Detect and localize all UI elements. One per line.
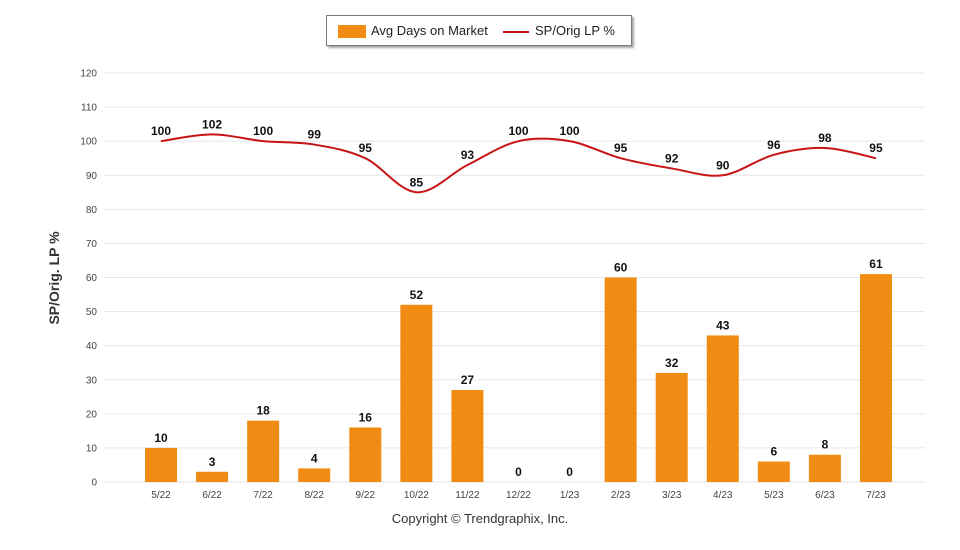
y-tick-labels: 0 10 20 30 40 50 60 70 80 90 100 110 120	[80, 69, 97, 489]
x-tick-label: 4/23	[713, 490, 733, 501]
bar	[298, 468, 330, 482]
x-tick-label: 7/22	[253, 490, 273, 501]
bar	[707, 335, 739, 482]
bar	[605, 278, 637, 483]
legend: Avg Days on Market SP/Orig LP %	[326, 15, 632, 46]
bar	[451, 390, 483, 482]
bar-data-label: 0	[515, 465, 522, 479]
bar-data-label: 8	[822, 438, 829, 452]
bar-data-label: 60	[614, 261, 628, 275]
x-tick-label: 6/23	[815, 490, 835, 501]
bar	[400, 305, 432, 482]
bar	[656, 373, 688, 482]
bar	[809, 455, 841, 482]
bar	[860, 274, 892, 482]
line-data-label: 100	[508, 124, 528, 138]
y-tick-label: 110	[81, 103, 97, 114]
bar-data-label: 27	[461, 373, 475, 387]
bar	[758, 462, 790, 482]
bar-data-label: 10	[154, 431, 168, 445]
bar-data-label: 3	[209, 455, 216, 469]
y-tick-label: 90	[86, 171, 98, 182]
bar-data-label: 4	[311, 451, 318, 465]
line-data-label: 90	[716, 158, 730, 172]
y-tick-label: 40	[86, 341, 98, 352]
x-tick-label: 10/22	[404, 490, 429, 501]
x-tick-label: 2/23	[611, 490, 631, 501]
y-tick-label: 30	[86, 375, 98, 386]
x-tick-label: 5/22	[151, 490, 171, 501]
bar	[349, 427, 381, 482]
bar-data-label: 0	[566, 465, 573, 479]
line-data-label: 92	[665, 151, 679, 165]
x-tick-label: 5/23	[764, 490, 784, 501]
bar	[145, 448, 177, 482]
bar-data-label: 52	[410, 288, 424, 302]
y-tick-label: 20	[86, 409, 98, 420]
x-tick-label: 9/22	[356, 490, 376, 501]
line-data-labels: 100 102 100 99 95 85 93 100 100 95 92 90 96 98 95	[151, 117, 883, 189]
line-data-label: 85	[410, 175, 424, 189]
line-data-label: 95	[614, 141, 628, 155]
y-tick-label: 80	[86, 205, 98, 216]
x-tick-label: 8/22	[304, 490, 324, 501]
copyright-footer: Copyright © Trendgraphix, Inc.	[0, 511, 960, 526]
x-tick-label: 7/23	[866, 490, 886, 501]
chart-plot: 0102030405060708090100110120 10318416522…	[0, 0, 960, 550]
y-tick-label: 10	[86, 443, 98, 454]
y-tick-label: 50	[86, 307, 98, 318]
x-tick-label: 6/22	[202, 490, 222, 501]
legend-line-swatch	[503, 31, 529, 33]
bar-data-label: 43	[716, 318, 730, 332]
legend-bar-swatch	[338, 25, 366, 38]
line-data-label: 98	[818, 131, 832, 145]
y-tick-label: 120	[80, 69, 97, 80]
y-axis-label: SP/Orig. LP %	[46, 231, 62, 324]
legend-line-label: SP/Orig LP %	[535, 23, 615, 38]
y-tick-label: 0	[91, 478, 97, 489]
line-data-label: 99	[308, 128, 322, 142]
bar-data-label: 32	[665, 356, 679, 370]
x-tick-label: 3/23	[662, 490, 682, 501]
x-tick-label: 11/22	[455, 490, 480, 501]
legend-bar-label: Avg Days on Market	[371, 23, 488, 38]
bar-data-label: 16	[359, 410, 373, 424]
line-data-label: 96	[767, 138, 781, 152]
bar-series	[145, 274, 892, 482]
bar	[247, 421, 279, 482]
x-tick-label: 12/22	[506, 490, 531, 501]
line-data-label: 95	[359, 141, 373, 155]
bar-data-label: 18	[256, 404, 270, 418]
x-tick-labels: 5/22 6/22 7/22 8/22 9/22 10/22 11/22 12/22 1/23 2…	[151, 490, 886, 501]
line-data-label: 102	[202, 117, 222, 131]
y-tick-label: 60	[86, 273, 98, 284]
line-data-label: 100	[253, 124, 273, 138]
bar	[196, 472, 228, 482]
bar-data-label: 6	[770, 445, 777, 459]
x-tick-label: 1/23	[560, 490, 580, 501]
y-tick-label: 70	[86, 239, 98, 250]
y-tick-label: 100	[80, 137, 97, 148]
line-data-label: 95	[869, 141, 883, 155]
line-data-label: 100	[151, 124, 171, 138]
bar-data-label: 61	[869, 257, 883, 271]
line-data-label: 93	[461, 148, 475, 162]
line-data-label: 100	[560, 124, 580, 138]
